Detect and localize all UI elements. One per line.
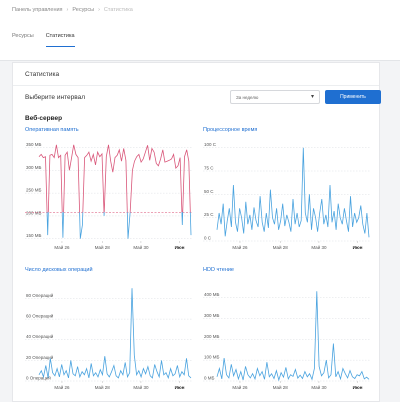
y-tick-label: 40 Операций <box>26 333 54 339</box>
y-tick-label: 250 МБ <box>26 188 42 193</box>
statistics-card: Статистика Выберите интервал За неделю ▾… <box>12 62 381 402</box>
chart-disk-ops: Число дисковых операций 0 Операций 20 Опе… <box>25 267 195 397</box>
y-tick-label: 20 Операций <box>26 354 54 360</box>
chart-title-hdd-read: HDD чтение <box>203 267 234 273</box>
x-tick-label: Май 28 <box>273 244 289 250</box>
x-tick-label: Июн <box>175 245 185 250</box>
y-tick-label: 0 С <box>204 236 212 241</box>
y-tick-label: 0 МБ <box>204 376 215 381</box>
y-tick-label: 400 МБ <box>204 292 220 297</box>
tab-resources[interactable]: Ресурсы <box>12 33 34 39</box>
series-line <box>38 288 192 380</box>
chevron-down-icon: ▾ <box>310 94 314 100</box>
y-tick-label: 75 С <box>204 166 214 171</box>
y-tick-label: 150 МБ <box>26 233 42 238</box>
tab-statistics[interactable]: Статистика <box>45 33 75 47</box>
breadcrumb-separator: › <box>66 7 69 13</box>
x-tick-label: Май 30 <box>133 384 149 390</box>
breadcrumb-item-panel[interactable]: Панель управления <box>12 7 63 13</box>
top-bar: Панель управления › Ресурсы › Статистика Рес… <box>0 0 400 61</box>
chart-cpu: Процессорное время 0 С 25 С 50 С 75 С 100 С М… <box>203 127 373 257</box>
chart-ram: Оперативная память 150 МБ 200 МБ 250 МБ 300… <box>25 127 195 257</box>
apply-button[interactable]: Применить <box>325 90 381 104</box>
x-tick-label: Май 30 <box>133 244 149 250</box>
interval-select[interactable]: За неделю ▾ <box>230 90 320 104</box>
y-tick-label: 200 МБ <box>26 210 42 215</box>
card-title: Статистика <box>25 71 60 78</box>
y-tick-label: 100 С <box>204 142 217 147</box>
y-tick-label: 300 МБ <box>26 165 42 170</box>
chart-hdd-read: HDD чтение 0 МБ 100 МБ 200 МБ 300 МБ 400 МБ М… <box>203 267 373 397</box>
y-tick-label: 350 МБ <box>26 142 42 147</box>
chart-title-cpu: Процессорное время <box>203 127 258 133</box>
x-tick-label: Июн <box>353 245 363 250</box>
y-tick-label: 50 С <box>204 189 214 194</box>
x-tick-label: Май 30 <box>311 244 327 250</box>
chart-title-disk-ops: Число дисковых операций <box>25 267 93 273</box>
x-tick-label: Май 26 <box>54 244 70 250</box>
y-tick-label: 25 С <box>204 212 214 217</box>
y-tick-label: 300 МБ <box>204 313 220 318</box>
x-tick-label: Май 26 <box>54 384 70 390</box>
chart-svg: 0 МБ 100 МБ 200 МБ 300 МБ 400 МБ Май 26 Май 28… <box>203 291 371 390</box>
chart-svg: 150 МБ 200 МБ 250 МБ 300 МБ 350 МБ Май 26 Май … <box>25 142 193 250</box>
x-tick-label: Май 28 <box>95 384 111 390</box>
x-tick-label: Май 28 <box>273 384 289 390</box>
x-tick-label: Май 28 <box>95 244 111 250</box>
series-line <box>216 147 370 238</box>
y-tick-label: 200 МБ <box>204 334 220 339</box>
interval-label: Выберите интервал <box>25 94 85 101</box>
chart-title-ram: Оперативная память <box>25 127 79 133</box>
breadcrumb-item-current: Статистика <box>103 7 133 13</box>
y-tick-label: 100 МБ <box>204 355 220 360</box>
interval-select-value: За неделю <box>236 95 259 100</box>
y-tick-label: 0 Операций <box>26 375 51 381</box>
x-tick-label: Май 30 <box>311 384 327 390</box>
tab-bar: Ресурсы Статистика <box>12 33 87 47</box>
section-title-web-server: Веб-сервер <box>25 115 63 122</box>
breadcrumb: Панель управления › Ресурсы › Статистика <box>12 7 133 13</box>
breadcrumb-separator: › <box>98 7 100 13</box>
y-tick-label: 80 Операций <box>26 292 54 298</box>
divider <box>13 85 379 86</box>
series-line <box>216 291 370 382</box>
x-tick-label: Май 26 <box>232 244 248 250</box>
x-tick-label: Июн <box>353 385 363 390</box>
y-tick-label: 60 Операций <box>26 313 54 319</box>
series-line-above-threshold <box>38 144 191 213</box>
breadcrumb-item-resources[interactable]: Ресурсы <box>72 7 95 13</box>
chart-svg: 0 С 25 С 50 С 75 С 100 С Май 26 Май 28 Май 30 Ию… <box>203 142 371 250</box>
x-tick-label: Июн <box>175 385 185 390</box>
chart-svg: 0 Операций 20 Операций 40 Операций 60 Опера… <box>25 288 193 390</box>
x-tick-label: Май 26 <box>232 384 248 390</box>
